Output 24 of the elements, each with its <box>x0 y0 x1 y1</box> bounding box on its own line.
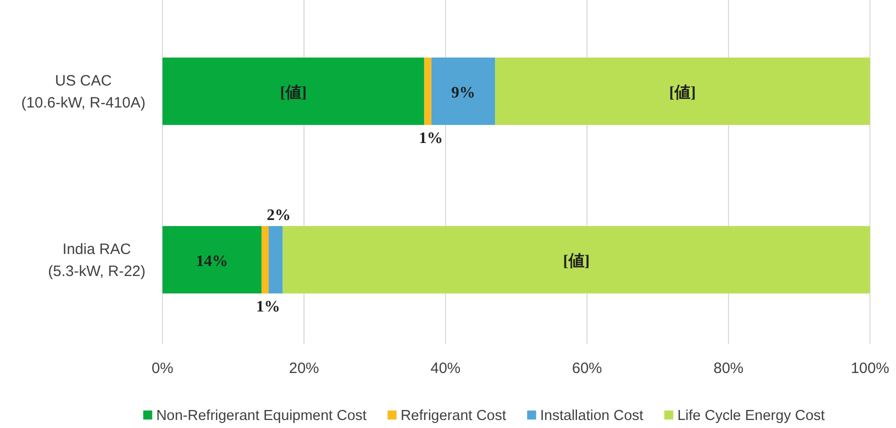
bar <box>495 58 870 125</box>
bar <box>431 58 496 125</box>
bar <box>262 226 269 294</box>
data-label: [値] <box>563 252 590 270</box>
bar <box>282 226 870 294</box>
bar <box>424 58 432 125</box>
y-tick-label: US CAC (10.6-kW, R-410A) <box>21 72 146 112</box>
data-label: 9% <box>451 84 476 102</box>
x-tick-label: 40% <box>430 360 461 377</box>
data-label: [値] <box>669 83 696 102</box>
x-tick-label: 20% <box>288 360 320 377</box>
x-tick-label: 80% <box>713 360 744 377</box>
x-tick-label: 100% <box>850 360 890 377</box>
data-label: 14% <box>196 252 228 270</box>
bar <box>162 58 424 125</box>
y-tick-label: India RAC (5.3-kW, R-22) <box>48 240 146 280</box>
bar <box>162 226 262 294</box>
x-tick-label: 60% <box>572 360 602 377</box>
x-tick-label: 0% <box>152 360 174 377</box>
data-label: 2% <box>266 207 291 224</box>
data-label: 1% <box>418 130 443 147</box>
bar <box>268 226 283 294</box>
data-label: [値] <box>280 83 307 102</box>
data-label: 1% <box>256 298 280 316</box>
